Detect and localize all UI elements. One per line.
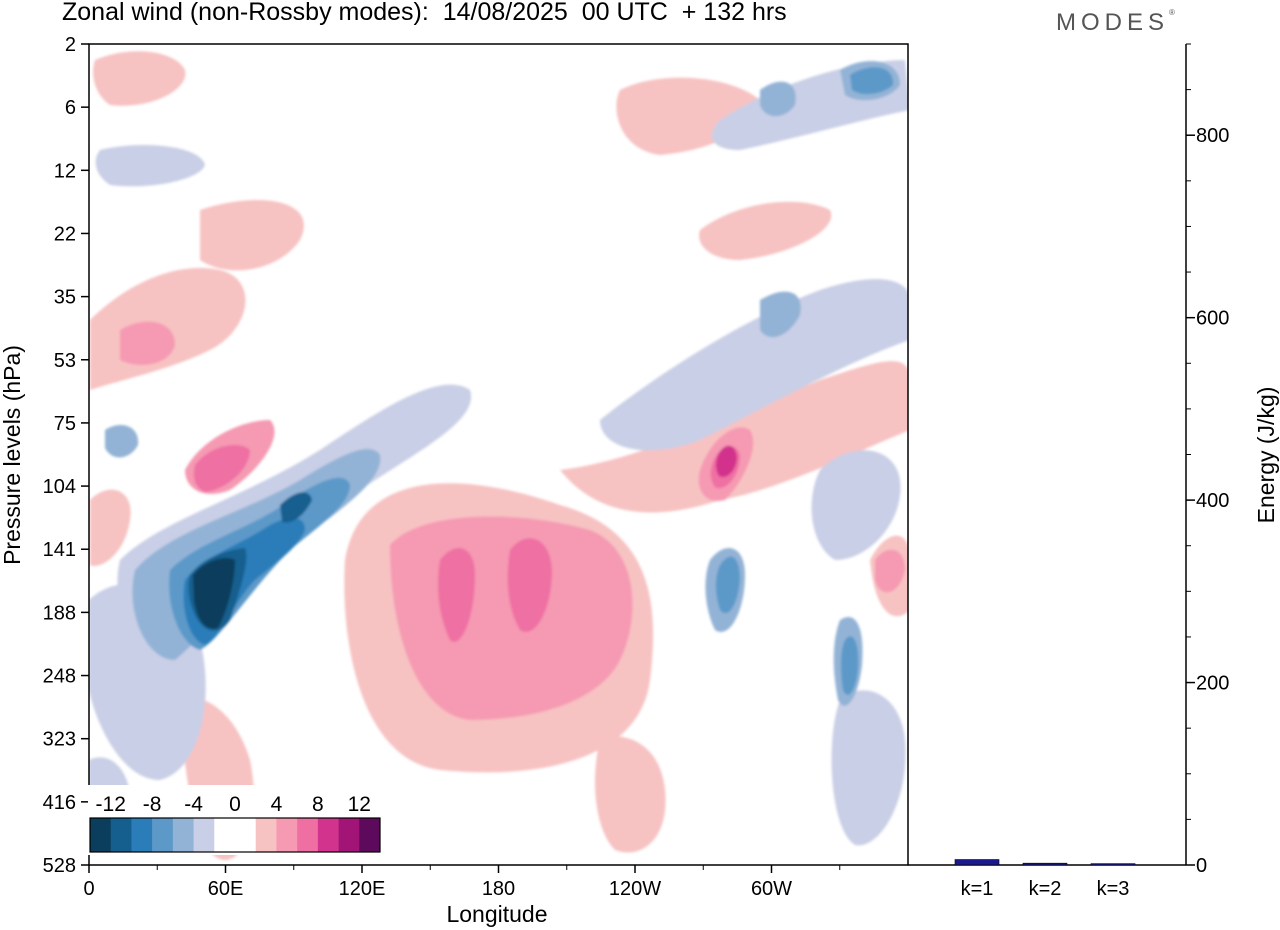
- y-axis-title: Pressure levels (hPa): [0, 345, 25, 565]
- colorbar-label: 0: [229, 793, 241, 816]
- colorbar-swatch: [317, 818, 339, 852]
- y-tick-label: 53: [54, 350, 76, 372]
- y-tick-label: 528: [43, 855, 76, 877]
- energy-category-label: k=1: [961, 878, 994, 900]
- easterly-strong-top-right: [850, 67, 894, 95]
- y-tick-label: 104: [43, 476, 76, 498]
- easterly-top-left: [95, 145, 205, 187]
- energy-axis-title: Energy (J/kg): [1253, 387, 1279, 524]
- colorbar: -12 -8 -4 0 4 8 12: [88, 785, 382, 855]
- westerly-right-mid: [699, 201, 832, 260]
- heatmap-area: [89, 44, 908, 865]
- energy-tick-label: 800: [1196, 125, 1229, 147]
- colorbar-swatch: [235, 818, 257, 852]
- colorbar-swatch: [90, 818, 112, 852]
- westerly-very-strong: [715, 445, 737, 478]
- colorbar-frame: [89, 817, 381, 853]
- energy-bar: [1022, 862, 1068, 866]
- y-tick-label: 12: [54, 160, 76, 182]
- energy-bar: [954, 859, 1000, 866]
- energy-category-label: k=3: [1097, 878, 1130, 900]
- westerly-strong-west: [193, 445, 250, 492]
- energy-tick-label: 200: [1196, 673, 1229, 695]
- colorbar-swatch: [214, 818, 236, 852]
- westerly-upper-west-2: [200, 200, 304, 271]
- y-axis-left: 2 6 12 22 35 53 75 104 141 188 248 323 416 528: [43, 34, 89, 877]
- colorbar-swatch: [255, 818, 277, 852]
- easterly-strong-right: [715, 556, 740, 614]
- energy-category-label: k=2: [1029, 878, 1062, 900]
- y-tick-label: 22: [54, 223, 76, 245]
- westerly-band-s: [595, 736, 666, 853]
- colorbar-swatch: [131, 818, 153, 852]
- x-axis: 0 60E 120E 180 120W 60W: [83, 865, 841, 900]
- colorbar-swatch: [338, 818, 360, 852]
- easterly-core: [193, 558, 235, 629]
- colorbar-label: -8: [143, 793, 162, 816]
- x-tick-label: 60W: [751, 878, 792, 900]
- brand-logo: MODES®: [1056, 8, 1175, 37]
- y-tick-label: 2: [65, 34, 76, 56]
- y-tick-label: 75: [54, 413, 76, 435]
- y-tick-label: 323: [43, 729, 76, 751]
- colorbar-swatch: [172, 818, 194, 852]
- easterly-mid-core: [280, 492, 312, 523]
- colorbar-label: 8: [312, 793, 324, 816]
- colorbar-swatch: [193, 818, 215, 852]
- westerly-strong-center: [438, 548, 475, 642]
- easterly-strong-far-right: [840, 636, 859, 695]
- energy-bars: k=1 k=2 k=3: [954, 859, 1136, 900]
- colorbar-label: -4: [184, 793, 203, 816]
- colorbar-swatch: [276, 818, 298, 852]
- y-tick-label: 6: [65, 97, 76, 119]
- y-tick-label: 141: [43, 539, 76, 561]
- x-tick-label: 0: [83, 878, 94, 900]
- brand-text: MODES: [1056, 9, 1170, 36]
- y-tick-label: 248: [43, 666, 76, 688]
- x-tick-label: 120E: [339, 878, 386, 900]
- westerly-top-left: [93, 51, 186, 106]
- easterly-bottom-right: [831, 690, 906, 846]
- energy-tick-label: 0: [1196, 855, 1207, 877]
- y-tick-label: 188: [43, 602, 76, 624]
- colorbar-swatch: [359, 818, 381, 852]
- colorbar-swatch: [152, 818, 174, 852]
- colorbar-swatch: [110, 818, 132, 852]
- x-tick-label: 60E: [208, 878, 244, 900]
- energy-tick-label: 600: [1196, 308, 1229, 330]
- energy-bar: [1090, 863, 1136, 866]
- x-tick-label: 120W: [609, 878, 661, 900]
- y-tick-label: 416: [43, 792, 76, 814]
- easterly-band-upper-right: [600, 279, 908, 451]
- westerly-mid-left: [90, 489, 131, 566]
- x-axis-title: Longitude: [446, 901, 547, 927]
- westerly-upper-core: [120, 321, 175, 365]
- y-tick-label: 35: [54, 287, 76, 309]
- energy-tick-label: 400: [1196, 490, 1229, 512]
- colorbar-label: -12: [96, 793, 126, 816]
- westerly-strong-center-2: [507, 538, 552, 632]
- easterly-upper-mid: [760, 81, 796, 117]
- westerly-right-core: [875, 549, 905, 593]
- energy-bar-panel: k=1 k=2 k=3 0 200 400 600 800 Energy (J/kg): [908, 43, 1279, 900]
- x-tick-label: 180: [482, 878, 515, 900]
- easterly-upper-right: [760, 291, 801, 338]
- easterly-right-low: [811, 450, 901, 560]
- colorbar-swatch: [297, 818, 319, 852]
- colorbar-label: 4: [271, 793, 283, 816]
- colorbar-label: 12: [348, 793, 371, 816]
- easterly-left: [105, 425, 139, 458]
- y-axis-right: 0 200 400 600 800: [1186, 43, 1229, 877]
- registered-mark: ®: [1169, 8, 1175, 17]
- chart-title: Zonal wind (non-Rossby modes): 14/08/202…: [62, 0, 787, 26]
